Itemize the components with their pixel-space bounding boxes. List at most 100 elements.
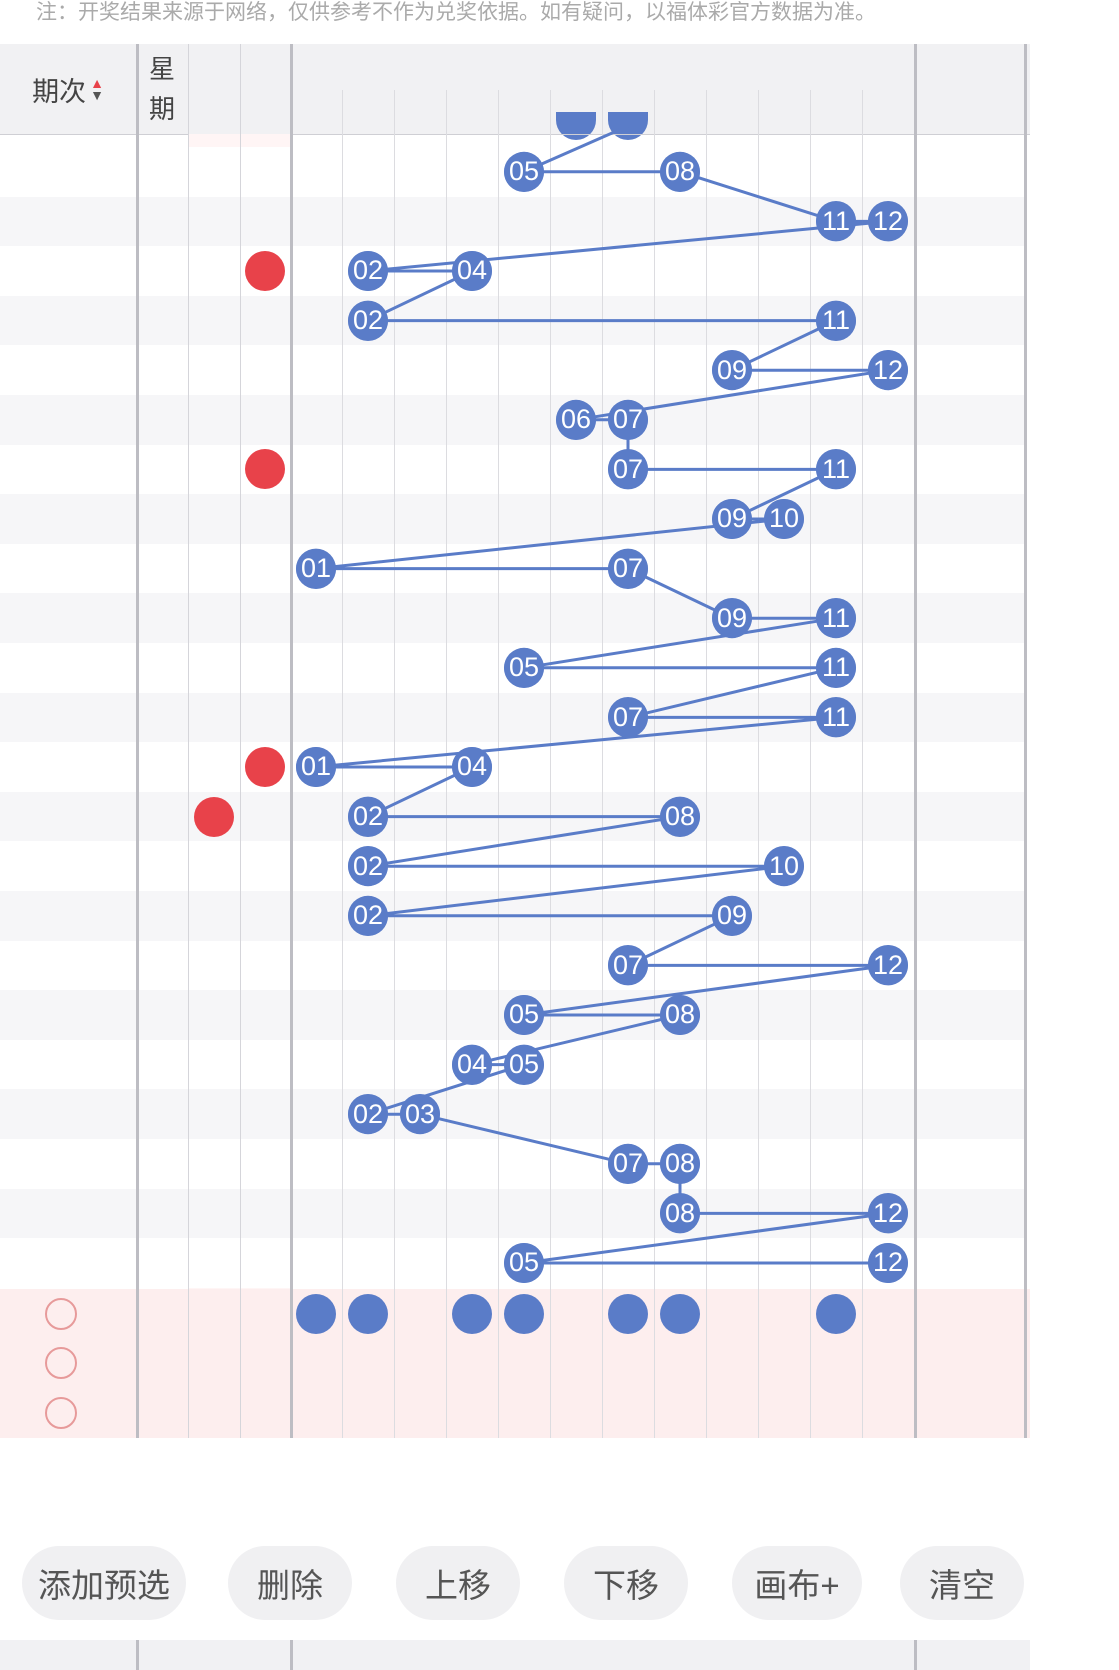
select-number-cell[interactable] — [550, 1388, 602, 1438]
select-number-cell[interactable] — [602, 1339, 654, 1389]
radio-circle-icon[interactable] — [45, 1347, 77, 1380]
select-number-cell[interactable] — [342, 1388, 394, 1438]
select-number-cell[interactable] — [290, 1388, 342, 1438]
select-number-cell[interactable] — [394, 1388, 446, 1438]
select-ball-cell[interactable] — [290, 1289, 342, 1339]
select-number-cell[interactable] — [446, 1339, 498, 1389]
miss-count-cell — [706, 1089, 758, 1139]
select-number-cell[interactable] — [550, 1289, 602, 1339]
select-number-cell[interactable] — [706, 1388, 758, 1438]
column-34-cell — [188, 345, 240, 395]
action-toolbar: 添加预选 删除 上移 下移 画布+ 清空 — [0, 1530, 1119, 1636]
clear-button[interactable]: 清空 — [900, 1546, 1024, 1620]
select-35-cell[interactable] — [240, 1289, 290, 1339]
selected-blue-ball[interactable] — [660, 1293, 700, 1334]
add-preselect-button[interactable]: 添加预选 — [22, 1546, 186, 1620]
period-header[interactable]: 期次 ▲ ▼ — [0, 44, 136, 134]
select-number-cell[interactable] — [394, 1289, 446, 1339]
selected-blue-ball[interactable] — [348, 1293, 388, 1334]
select-ball-cell[interactable] — [342, 1289, 394, 1339]
miss-count-cell — [446, 891, 498, 941]
blue-ball-label: 09 — [716, 503, 748, 534]
select-34-cell[interactable] — [188, 1388, 240, 1438]
miss-count-cell — [654, 643, 706, 693]
select-number-cell[interactable] — [862, 1289, 914, 1339]
miss-count-cell — [446, 593, 498, 643]
radio-circle-icon[interactable] — [45, 1396, 77, 1429]
radio-circle-icon[interactable] — [45, 1297, 77, 1330]
miss-count-cell — [394, 593, 446, 643]
select-number-cell[interactable] — [602, 1388, 654, 1438]
miss-count-cell — [550, 494, 602, 544]
move-down-button[interactable]: 下移 — [564, 1546, 688, 1620]
column-divider — [706, 90, 707, 1438]
select-row-label[interactable] — [0, 1289, 136, 1339]
miss-count-cell — [758, 941, 810, 991]
select-number-cell[interactable] — [654, 1388, 706, 1438]
selected-blue-ball[interactable] — [608, 1293, 648, 1334]
miss-count-cell — [758, 296, 810, 346]
blue-ball-label: 10 — [768, 850, 800, 881]
miss-count-cell — [342, 742, 394, 792]
selected-blue-ball[interactable] — [504, 1293, 544, 1334]
column-divider — [810, 90, 811, 1438]
select-number-cell[interactable] — [394, 1339, 446, 1389]
period-cell — [0, 990, 136, 1040]
select-number-cell[interactable] — [706, 1289, 758, 1339]
miss-count-cell — [394, 1189, 446, 1239]
miss-count-cell — [446, 147, 498, 197]
select-35-cell[interactable] — [240, 1339, 290, 1389]
miss-count-cell — [498, 593, 550, 643]
blue-ball-label: 04 — [456, 1049, 488, 1080]
sum-cell — [914, 197, 1024, 247]
selected-blue-ball[interactable] — [296, 1293, 336, 1334]
miss-count-cell — [446, 395, 498, 445]
select-number-cell[interactable] — [550, 1339, 602, 1389]
column-34-cell — [188, 395, 240, 445]
select-number-cell[interactable] — [498, 1388, 550, 1438]
selected-blue-ball[interactable] — [816, 1293, 856, 1334]
select-number-cell[interactable] — [654, 1339, 706, 1389]
select-number-cell[interactable] — [498, 1339, 550, 1389]
canvas-plus-button[interactable]: 画布+ — [732, 1546, 862, 1620]
miss-count-cell — [758, 593, 810, 643]
miss-count-cell — [706, 990, 758, 1040]
miss-count-cell — [654, 544, 706, 594]
column-header-34 — [188, 90, 240, 134]
select-ball-cell[interactable] — [654, 1289, 706, 1339]
miss-count-cell — [342, 693, 394, 743]
select-35-cell[interactable] — [240, 1388, 290, 1438]
select-34-cell[interactable] — [188, 1339, 240, 1389]
select-34-cell[interactable] — [188, 1289, 240, 1339]
miss-count-cell — [602, 147, 654, 197]
miss-count-cell — [706, 246, 758, 296]
weekday-cell — [136, 792, 188, 842]
select-number-cell[interactable] — [758, 1339, 810, 1389]
miss-count-cell — [290, 891, 342, 941]
select-ball-cell[interactable] — [446, 1289, 498, 1339]
select-number-cell[interactable] — [758, 1388, 810, 1438]
miss-count-cell — [810, 544, 862, 594]
select-number-cell[interactable] — [342, 1339, 394, 1389]
select-number-cell[interactable] — [810, 1388, 862, 1438]
miss-count-cell — [342, 544, 394, 594]
select-number-cell[interactable] — [706, 1339, 758, 1389]
miss-count-cell — [446, 941, 498, 991]
select-number-cell[interactable] — [446, 1388, 498, 1438]
select-row-label[interactable] — [0, 1339, 136, 1389]
period-cell — [0, 792, 136, 842]
sort-up-down-icon[interactable]: ▲ ▼ — [90, 75, 104, 103]
selected-blue-ball[interactable] — [452, 1293, 492, 1334]
miss-count-cell — [810, 1089, 862, 1139]
select-number-cell[interactable] — [758, 1289, 810, 1339]
select-number-cell[interactable] — [290, 1339, 342, 1389]
select-number-cell[interactable] — [810, 1339, 862, 1389]
select-ball-cell[interactable] — [602, 1289, 654, 1339]
select-number-cell[interactable] — [862, 1388, 914, 1438]
delete-button[interactable]: 删除 — [228, 1546, 352, 1620]
move-up-button[interactable]: 上移 — [396, 1546, 520, 1620]
select-ball-cell[interactable] — [810, 1289, 862, 1339]
select-row-label[interactable] — [0, 1388, 136, 1438]
select-ball-cell[interactable] — [498, 1289, 550, 1339]
select-number-cell[interactable] — [862, 1339, 914, 1389]
